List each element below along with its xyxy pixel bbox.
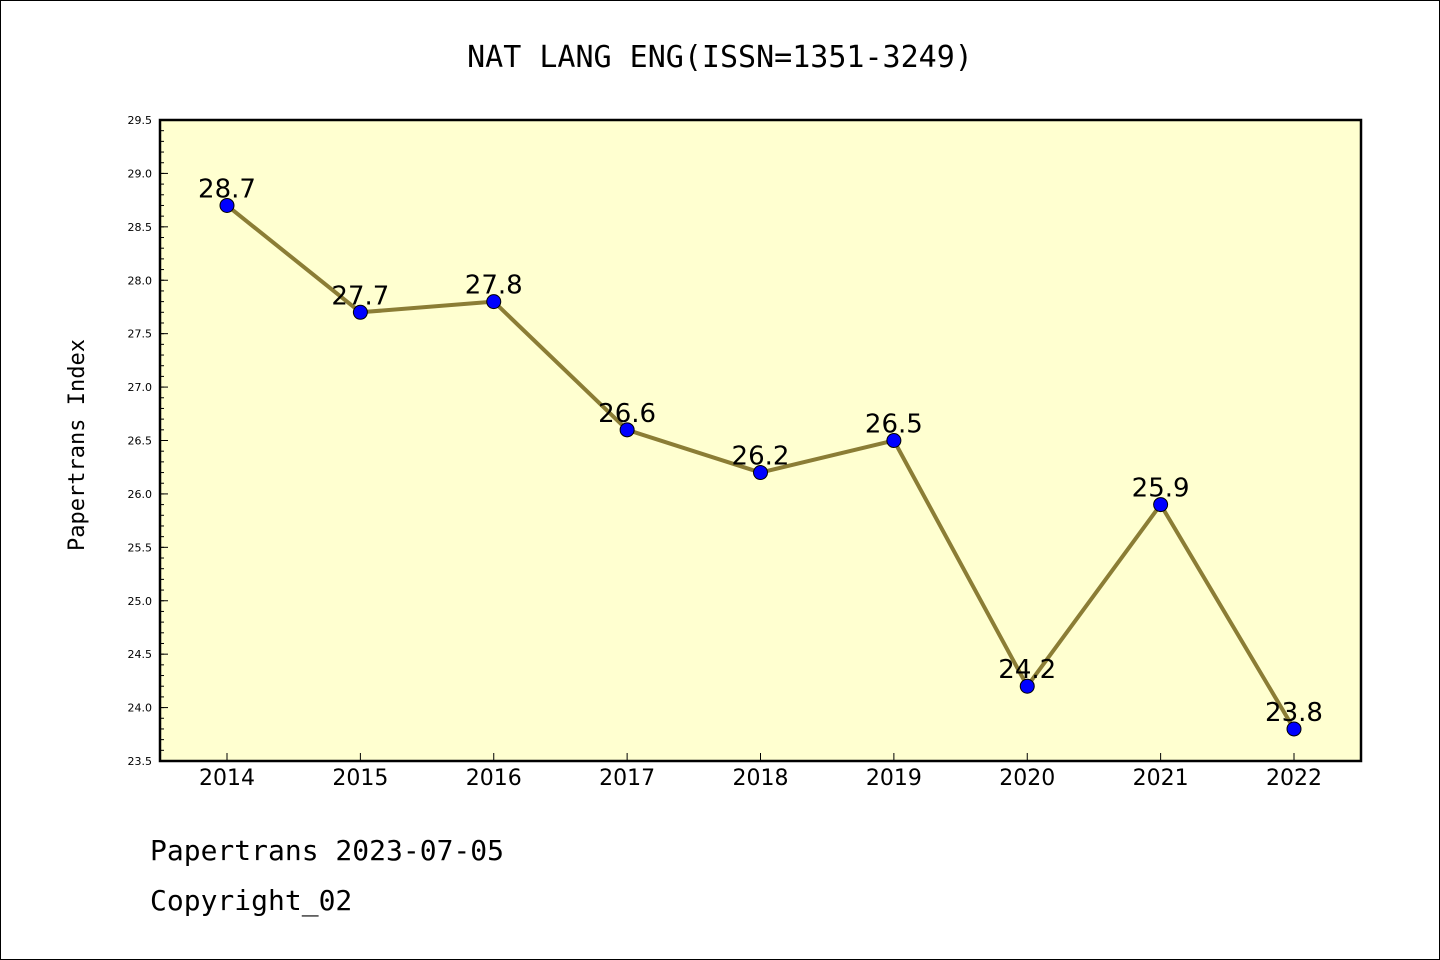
data-point (753, 465, 768, 481)
x-tick-label: 2016 (466, 766, 522, 791)
y-tick-label: 29.0 (128, 167, 153, 180)
data-point (1286, 721, 1302, 737)
y-axis-label: Papertrans Index (65, 339, 90, 551)
data-label: 28.7 (198, 174, 256, 204)
footer-copyright: Copyright_02 (150, 884, 353, 917)
x-axis-ticks: 2014 2015 2016 2017 2018 2019 2020 2021 2022 (199, 753, 1322, 791)
data-label: 24.2 (998, 655, 1056, 685)
y-tick-label: 24.0 (128, 702, 153, 715)
data-point (352, 304, 368, 320)
y-tick-label: 27.0 (128, 381, 153, 394)
data-point (219, 197, 235, 213)
x-tick-label: 2017 (599, 766, 655, 791)
x-tick-label: 2019 (866, 766, 922, 791)
x-tick-label: 2018 (733, 766, 789, 791)
x-tick-label: 2021 (1133, 766, 1189, 791)
y-tick-label: 26.5 (128, 435, 153, 448)
y-tick-label: 29.5 (128, 114, 153, 127)
data-point (1153, 497, 1169, 513)
y-tick-label: 25.0 (128, 595, 153, 608)
data-labels: 28.7 27.7 27.8 26.6 26.2 26.5 24.2 25.9 23.8 (198, 174, 1323, 727)
y-tick-label: 23.5 (128, 755, 153, 768)
y-tick-label: 28.5 (128, 221, 153, 234)
data-points (219, 197, 1302, 737)
data-label: 27.8 (465, 271, 523, 301)
y-tick-label: 25.5 (128, 541, 153, 554)
chart-title: NAT LANG ENG(ISSN=1351-3249) (467, 40, 973, 75)
data-point (486, 294, 502, 310)
plot-area (158, 118, 1363, 763)
y-tick-label: 27.5 (128, 328, 153, 341)
data-point (1019, 678, 1035, 694)
x-tick-label: 2014 (199, 766, 255, 791)
data-point (886, 433, 902, 448)
y-tick-label: 24.5 (128, 648, 153, 661)
y-axis-ticks: 23.5 24.0 24.5 25.0 25.5 26.0 26.5 27.0 27.5 28.0… (128, 114, 168, 768)
data-label: 27.7 (331, 281, 389, 311)
x-tick-label: 2020 (999, 766, 1055, 791)
x-tick-label: 2015 (332, 766, 388, 791)
data-label: 25.9 (1132, 474, 1190, 504)
footer-date: Papertrans 2023-07-05 (150, 834, 505, 867)
x-tick-label: 2022 (1266, 766, 1322, 791)
data-label: 26.2 (732, 442, 790, 472)
data-label: 23.8 (1265, 698, 1323, 728)
y-tick-label: 26.0 (128, 488, 153, 501)
data-point (619, 422, 635, 438)
data-label: 26.6 (598, 399, 656, 429)
data-label: 26.5 (865, 410, 923, 440)
y-tick-label: 28.0 (128, 274, 153, 287)
